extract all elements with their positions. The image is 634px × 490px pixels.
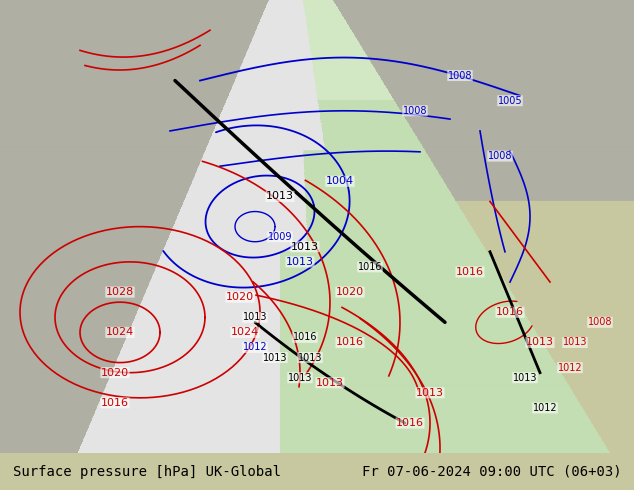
Text: 1016: 1016	[101, 398, 129, 408]
Text: 1005: 1005	[498, 96, 522, 106]
Text: 1008: 1008	[488, 151, 512, 161]
Text: 1009: 1009	[268, 232, 292, 242]
Text: 1020: 1020	[226, 292, 254, 302]
Text: Fr 07-06-2024 09:00 UTC (06+03): Fr 07-06-2024 09:00 UTC (06+03)	[361, 465, 621, 479]
Text: 1016: 1016	[358, 262, 382, 272]
Text: 1013: 1013	[286, 257, 314, 267]
Text: 1016: 1016	[456, 267, 484, 277]
Text: 1013: 1013	[298, 353, 322, 363]
Text: 1016: 1016	[293, 332, 317, 343]
Text: 1012: 1012	[243, 343, 268, 352]
Text: 1016: 1016	[336, 338, 364, 347]
Text: 1020: 1020	[101, 368, 129, 378]
Text: 1024: 1024	[106, 327, 134, 338]
Text: 1004: 1004	[326, 176, 354, 186]
Text: 1013: 1013	[416, 388, 444, 398]
Text: 1013: 1013	[288, 373, 313, 383]
Text: 1016: 1016	[396, 418, 424, 428]
Text: 1013: 1013	[243, 312, 268, 322]
Text: 1012: 1012	[533, 403, 557, 413]
Text: 1013: 1013	[526, 338, 554, 347]
Text: 1028: 1028	[106, 287, 134, 297]
Text: 1013: 1013	[513, 373, 537, 383]
Text: Surface pressure [hPa] UK-Global: Surface pressure [hPa] UK-Global	[13, 465, 281, 479]
Text: 1008: 1008	[588, 318, 612, 327]
Text: 1008: 1008	[403, 106, 427, 116]
Text: 1008: 1008	[448, 71, 472, 80]
Text: 1016: 1016	[496, 307, 524, 317]
Text: 1013: 1013	[266, 192, 294, 201]
Text: 1012: 1012	[558, 363, 582, 372]
Text: 1013: 1013	[316, 378, 344, 388]
Text: 1013: 1013	[262, 353, 287, 363]
Text: 1013: 1013	[563, 338, 587, 347]
Text: 1024: 1024	[231, 327, 259, 338]
Text: 1020: 1020	[336, 287, 364, 297]
Text: 1013: 1013	[291, 242, 319, 252]
